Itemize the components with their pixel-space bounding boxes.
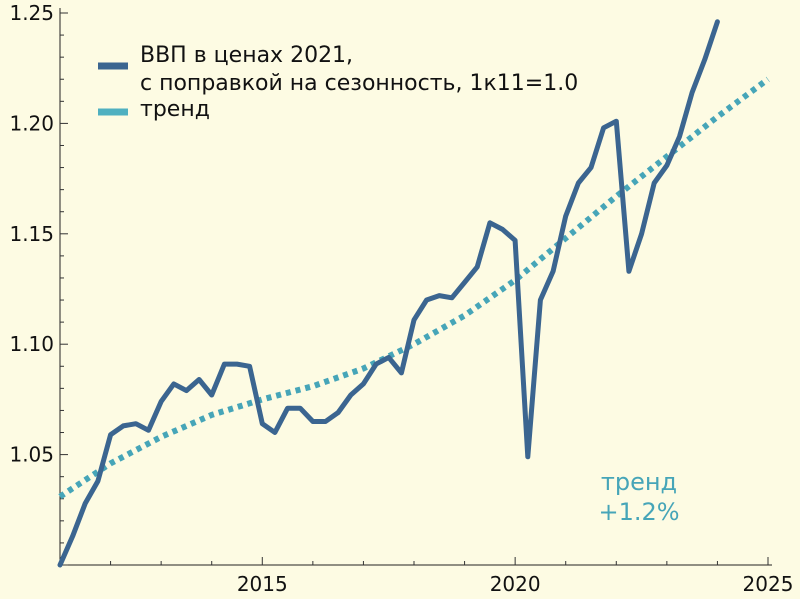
y-tick-label: 1.05 bbox=[9, 443, 54, 467]
legend-label-gdp-line1: ВВП в ценах 2021, bbox=[140, 43, 353, 68]
y-tick-label: 1.20 bbox=[9, 111, 54, 135]
legend-label-trend: тренд bbox=[140, 97, 210, 122]
trend-annotation-line1: тренд bbox=[601, 468, 677, 496]
y-tick-label: 1.10 bbox=[9, 332, 54, 356]
x-tick-label: 2015 bbox=[237, 572, 288, 596]
trend-series-line bbox=[58, 76, 770, 500]
y-ticks: 1.05 1.10 1.15 1.20 1.25 bbox=[9, 1, 68, 566]
x-tick-label: 2020 bbox=[490, 572, 541, 596]
y-tick-label: 1.25 bbox=[9, 1, 54, 25]
legend-label-gdp-line2: с поправкой на сезонность, 1к11=1.0 bbox=[140, 71, 578, 96]
x-ticks: 2015 2020 2025 bbox=[59, 557, 794, 596]
trend-annotation-line2: +1.2% bbox=[598, 498, 679, 526]
series-layer bbox=[57, 19, 770, 568]
legend: ВВП в ценах 2021, с поправкой на сезонно… bbox=[98, 43, 578, 122]
gdp-series-line bbox=[57, 19, 720, 568]
x-tick-label: 2025 bbox=[743, 572, 794, 596]
y-tick-label: 1.15 bbox=[9, 222, 54, 246]
